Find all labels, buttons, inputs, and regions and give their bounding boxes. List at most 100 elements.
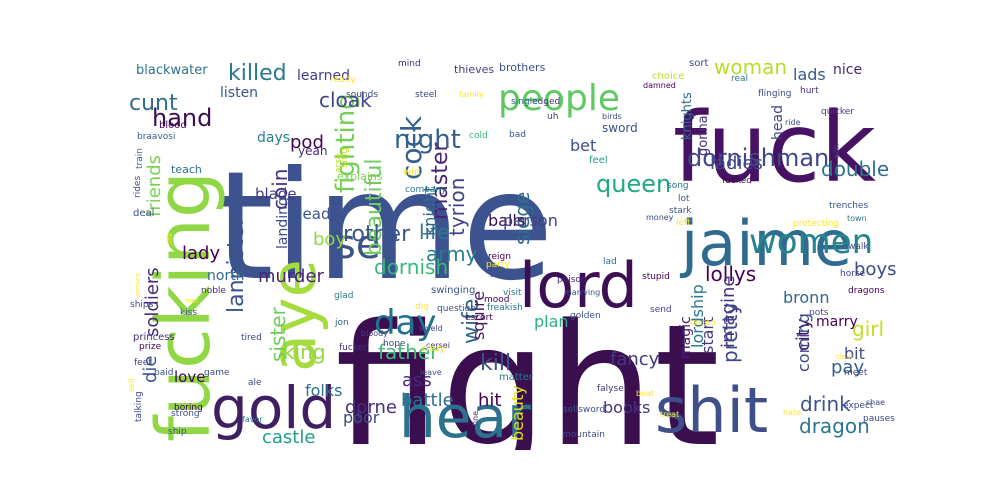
word-brothers: brothers bbox=[499, 61, 546, 74]
word-fine: fine bbox=[471, 411, 480, 426]
word-killed: killed bbox=[228, 61, 287, 86]
word-books: books bbox=[603, 398, 650, 417]
word-freakish: freakish bbox=[487, 303, 523, 313]
word-imagine: imagine bbox=[718, 276, 739, 348]
word-tired: tired bbox=[241, 333, 262, 343]
word-north: north bbox=[207, 268, 245, 284]
word-shae: shae bbox=[866, 398, 885, 407]
word-golden: golden bbox=[570, 311, 601, 321]
word-drink: drink bbox=[800, 392, 851, 416]
word-poison: poison bbox=[557, 275, 587, 285]
word-sing: sing bbox=[339, 147, 350, 168]
word-dragon: dragon bbox=[799, 414, 870, 438]
word-castle: castle bbox=[262, 427, 315, 448]
word-axe: axe bbox=[490, 270, 507, 280]
word-real: real bbox=[731, 74, 748, 84]
word-shield: shield bbox=[419, 324, 443, 333]
word-single: single bbox=[511, 97, 538, 107]
word-bronn: bronn bbox=[783, 288, 829, 307]
word-ready: ready bbox=[330, 75, 356, 85]
word-lordship: lordship bbox=[688, 284, 707, 348]
word-company: company bbox=[405, 185, 447, 195]
word-bloody: bloody bbox=[361, 329, 388, 338]
word-brother: brother bbox=[329, 222, 411, 247]
word-lad: lad bbox=[603, 257, 617, 267]
word-hope: hope bbox=[383, 339, 406, 349]
word-lady: lady bbox=[182, 243, 220, 264]
word-treat: treat bbox=[660, 410, 679, 419]
word-cock: cock bbox=[395, 115, 428, 180]
word-blade: blade bbox=[255, 185, 297, 203]
word-battle: battle bbox=[401, 390, 454, 411]
word-person: person bbox=[503, 211, 558, 230]
word-stupid: stupid bbox=[642, 272, 670, 282]
word-trenches: trenches bbox=[829, 201, 868, 211]
word-tasted: tasted bbox=[690, 318, 715, 327]
word-talking: talking bbox=[134, 391, 144, 422]
word-lot: lot bbox=[678, 194, 690, 204]
word-pay: pay bbox=[831, 357, 864, 378]
word-double: double bbox=[821, 157, 889, 181]
word-feel: feel bbox=[589, 155, 608, 166]
word-sell: sell bbox=[127, 378, 136, 392]
word-fight: fight bbox=[335, 288, 720, 450]
word-arse: arse bbox=[334, 153, 344, 173]
word-day: day bbox=[374, 303, 437, 343]
word-train: train bbox=[135, 148, 145, 169]
word-start: start bbox=[698, 317, 717, 354]
word-armies: armies bbox=[134, 273, 142, 297]
word-plan: plan bbox=[534, 312, 569, 331]
word-head: head bbox=[770, 105, 786, 140]
word-knight: knight bbox=[420, 186, 439, 236]
word-ships: ships bbox=[130, 300, 154, 310]
word-hurt: hurt bbox=[800, 86, 819, 96]
word-squire: squire bbox=[469, 291, 488, 340]
word-cloak: cloak bbox=[319, 88, 372, 112]
word-birds: birds bbox=[602, 112, 622, 121]
word-fighting: fighting bbox=[331, 93, 361, 193]
word-lord: lord bbox=[519, 249, 638, 322]
word-boys: boys bbox=[854, 259, 896, 280]
word-damned: damned bbox=[643, 81, 676, 90]
word-escort: escort bbox=[465, 313, 493, 323]
word-sounds: sounds bbox=[346, 90, 378, 100]
word-blood: blood bbox=[159, 120, 187, 131]
word-people: people bbox=[498, 78, 620, 119]
wordcloud: fight time fuck jaime fucking lord shit hear aye… bbox=[125, 50, 900, 450]
word-magic: magic bbox=[678, 316, 694, 359]
word-master: master bbox=[428, 141, 453, 220]
word-uh: uh bbox=[547, 112, 558, 122]
word-meet: meet bbox=[844, 368, 868, 378]
word-game: game bbox=[204, 368, 230, 378]
word-yeah: yeah bbox=[298, 144, 327, 158]
word-time: time bbox=[215, 140, 554, 314]
word-bad: bad bbox=[509, 130, 526, 140]
word-landing: landing bbox=[275, 197, 291, 249]
word-women: women bbox=[749, 222, 873, 262]
word-glad: glad bbox=[334, 291, 353, 301]
word-clean: clean bbox=[836, 353, 855, 361]
word-send: send bbox=[650, 305, 672, 315]
word-win: win bbox=[403, 167, 420, 178]
word-fuck: fuck bbox=[673, 92, 876, 204]
word-mind: mind bbox=[398, 59, 421, 69]
word-deal: deal bbox=[133, 208, 154, 219]
word-ladies: ladies bbox=[710, 153, 763, 174]
word-leave: leave bbox=[420, 368, 442, 377]
word-hear: hear bbox=[399, 383, 531, 450]
word-nice: nice bbox=[833, 62, 862, 78]
word-left: left bbox=[676, 218, 691, 228]
word-fucker: fucker bbox=[339, 343, 367, 353]
word-knights: knights bbox=[680, 92, 695, 140]
word-balls: balls bbox=[488, 211, 525, 230]
word-rides: rides bbox=[133, 176, 143, 198]
word-wife: wife bbox=[459, 299, 484, 344]
word-night: night bbox=[394, 125, 461, 155]
word-party: party bbox=[486, 260, 510, 270]
word-cold: cold bbox=[469, 131, 488, 141]
word-life: life bbox=[419, 220, 449, 244]
word-aye: aye bbox=[257, 259, 330, 372]
word-marrying: marrying bbox=[564, 288, 600, 297]
word-girl: girl bbox=[852, 317, 884, 341]
